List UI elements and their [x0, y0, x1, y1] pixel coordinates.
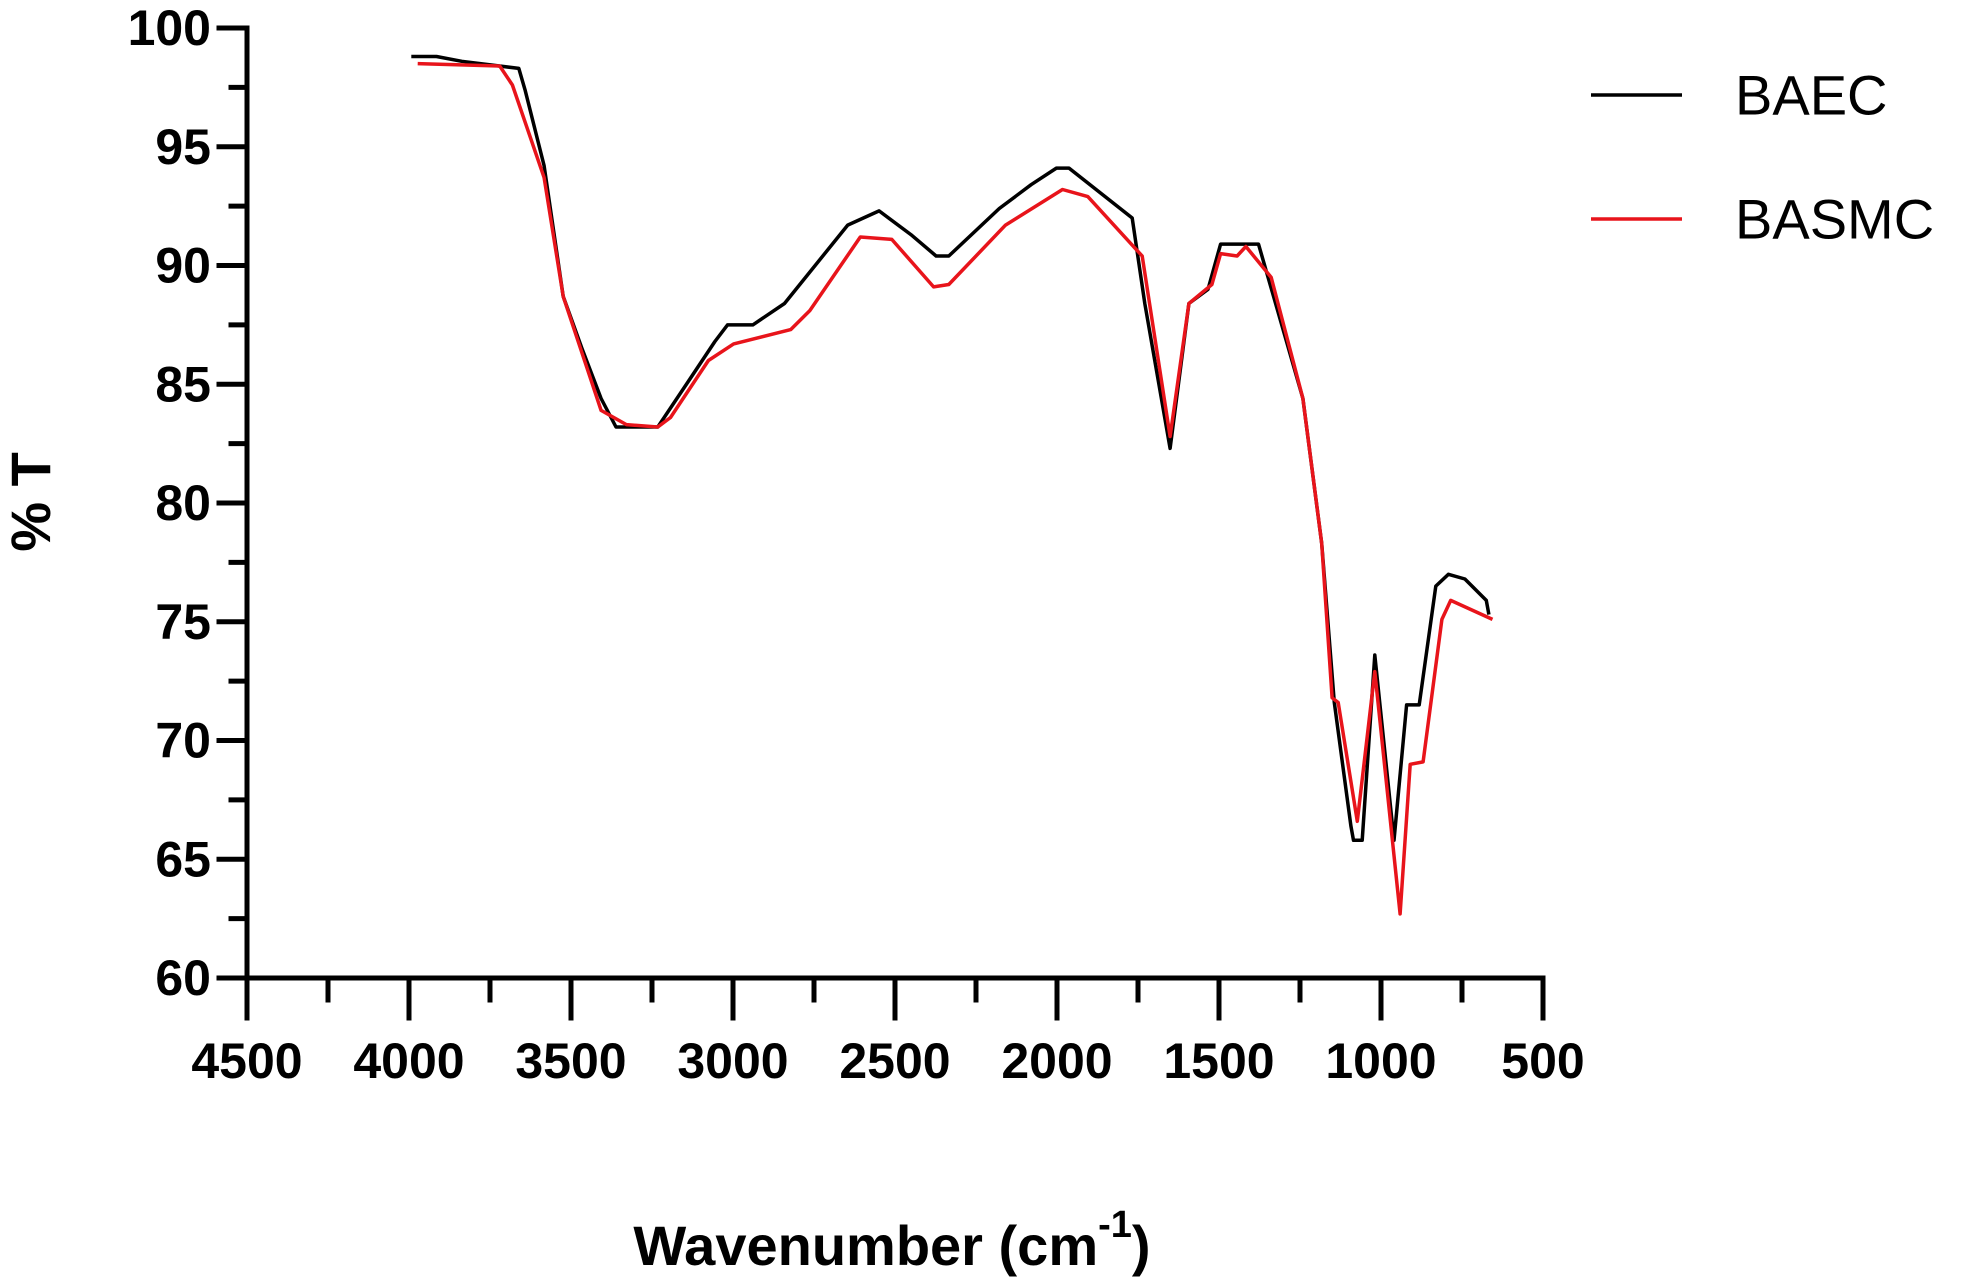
x-tick-label: 1500: [1163, 1033, 1274, 1089]
y-tick-label: 80: [155, 475, 211, 531]
y-tick-label: 90: [155, 238, 211, 294]
x-tick-label: 1000: [1325, 1033, 1436, 1089]
y-tick-label: 65: [155, 831, 211, 887]
x-tick-label: 2500: [839, 1033, 950, 1089]
x-tick-label: 3000: [677, 1033, 788, 1089]
legend-label: BAEC: [1735, 64, 1888, 127]
y-tick-label: 85: [155, 356, 211, 412]
x-axis-label-text: ): [1132, 1214, 1151, 1277]
x-tick-label: 3500: [515, 1033, 626, 1089]
x-tick-label: 4000: [353, 1033, 464, 1089]
y-tick-label: 70: [155, 713, 211, 769]
x-tick-label: 4500: [191, 1033, 302, 1089]
x-tick-label: 500: [1501, 1033, 1584, 1089]
y-axis-label: % T: [0, 452, 62, 552]
x-tick-label: 2000: [1001, 1033, 1112, 1089]
x-axis-label-text: Wavenumber (cm: [633, 1214, 1098, 1277]
y-tick-label: 75: [155, 594, 211, 650]
y-tick-label: 60: [155, 950, 211, 1006]
legend-label: BASMC: [1735, 188, 1934, 251]
y-tick-label: 95: [155, 119, 211, 175]
series-line: [411, 54, 1491, 843]
series-line: [417, 61, 1494, 916]
y-tick-label: 100: [128, 0, 211, 56]
x-axis-label-superscript: -1: [1098, 1204, 1132, 1246]
x-axis-label: Wavenumber (cm-1): [633, 1204, 1150, 1277]
